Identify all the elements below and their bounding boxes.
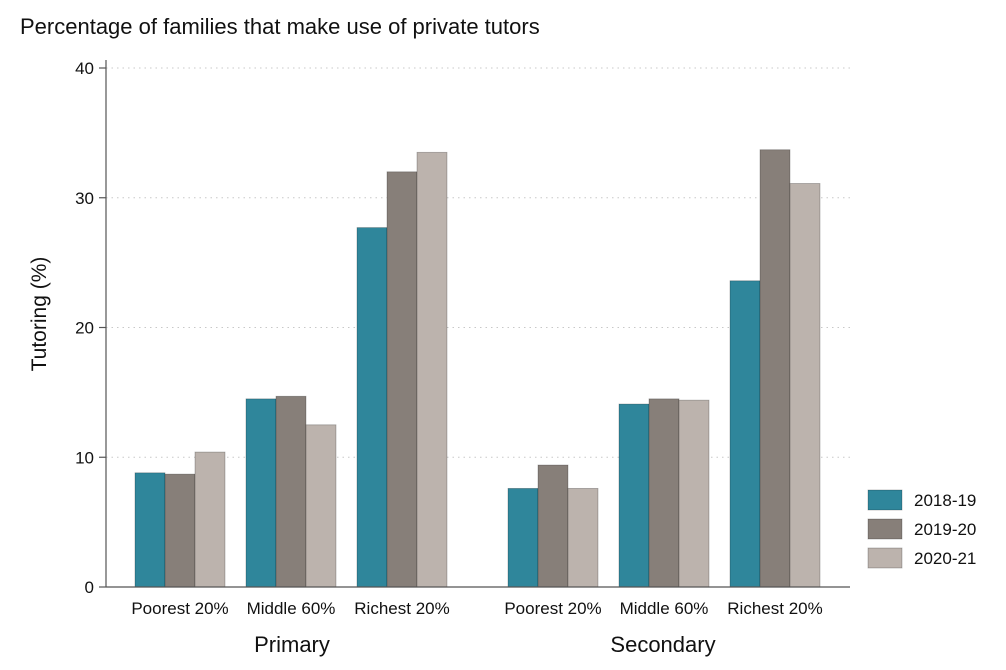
bar-2019-20-primary-3 xyxy=(386,171,418,588)
bar-2018-19-secondary-2 xyxy=(618,403,650,588)
legend-swatch xyxy=(867,547,903,569)
category-label: Poorest 20% xyxy=(504,599,601,618)
legend-label: 2019-20 xyxy=(914,520,976,539)
bar-2020-21-primary-3 xyxy=(416,151,448,588)
category-label: Richest 20% xyxy=(727,599,822,618)
bar-2018-19-primary-1 xyxy=(134,472,166,588)
y-tick-label: 30 xyxy=(75,189,94,208)
category-label: Richest 20% xyxy=(354,599,449,618)
y-tick-label: 10 xyxy=(75,448,94,467)
bar-2018-19-secondary-3 xyxy=(729,280,761,588)
bar-2018-19-secondary-1 xyxy=(507,487,539,588)
chart-title: Percentage of families that make use of … xyxy=(20,14,540,39)
category-labels: Poorest 20% Middle 60% Richest 20% Primary P… xyxy=(131,599,822,657)
legend-swatch xyxy=(867,518,903,540)
category-label: Middle 60% xyxy=(620,599,709,618)
bar-2019-20-secondary-3 xyxy=(759,149,791,588)
y-tick-label: 0 xyxy=(85,578,94,597)
category-label: Poorest 20% xyxy=(131,599,228,618)
category-label: Middle 60% xyxy=(247,599,336,618)
group-label: Primary xyxy=(254,632,330,657)
y-axis-label: Tutoring (%) xyxy=(28,257,51,372)
legend-label: 2018-19 xyxy=(914,491,976,510)
bar-2020-21-primary-1 xyxy=(194,451,226,588)
legend-swatch xyxy=(867,489,903,511)
bar-2019-20-secondary-1 xyxy=(537,464,569,588)
bars xyxy=(134,149,821,588)
bar-2019-20-primary-2 xyxy=(275,395,307,588)
y-tick-label: 40 xyxy=(75,59,94,78)
bar-2019-20-primary-1 xyxy=(164,473,196,588)
legend-label: 2020-21 xyxy=(914,549,976,568)
bar-2020-21-secondary-3 xyxy=(789,183,821,588)
legend: 2018-19 2019-20 2020-21 xyxy=(867,489,976,569)
group-label: Secondary xyxy=(610,632,715,657)
bar-2018-19-primary-3 xyxy=(356,227,388,588)
bar-2020-21-primary-2 xyxy=(305,424,337,588)
y-ticks: 0 10 20 30 40 xyxy=(75,59,106,597)
bar-2019-20-secondary-2 xyxy=(648,398,680,588)
y-tick-label: 20 xyxy=(75,319,94,338)
bar-2020-21-secondary-1 xyxy=(567,487,599,588)
bar-2020-21-secondary-2 xyxy=(678,399,710,588)
bar-2018-19-primary-2 xyxy=(245,398,277,588)
